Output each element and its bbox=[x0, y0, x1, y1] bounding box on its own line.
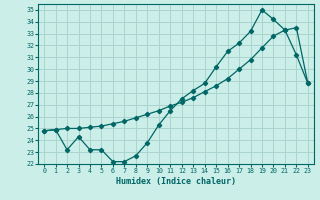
X-axis label: Humidex (Indice chaleur): Humidex (Indice chaleur) bbox=[116, 177, 236, 186]
